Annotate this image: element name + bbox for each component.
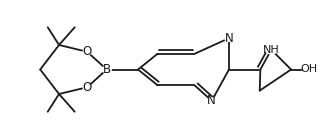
Text: NH: NH [263, 45, 280, 55]
Text: B: B [103, 63, 111, 76]
Ellipse shape [208, 98, 216, 104]
Ellipse shape [102, 66, 111, 73]
Ellipse shape [225, 35, 233, 41]
Text: O: O [83, 81, 92, 94]
Text: OH: OH [300, 64, 317, 75]
Ellipse shape [83, 84, 92, 90]
Text: O: O [83, 45, 92, 58]
Ellipse shape [266, 46, 277, 54]
Ellipse shape [83, 49, 92, 55]
Text: N: N [225, 32, 233, 45]
Text: N: N [207, 94, 216, 107]
Ellipse shape [303, 65, 315, 74]
